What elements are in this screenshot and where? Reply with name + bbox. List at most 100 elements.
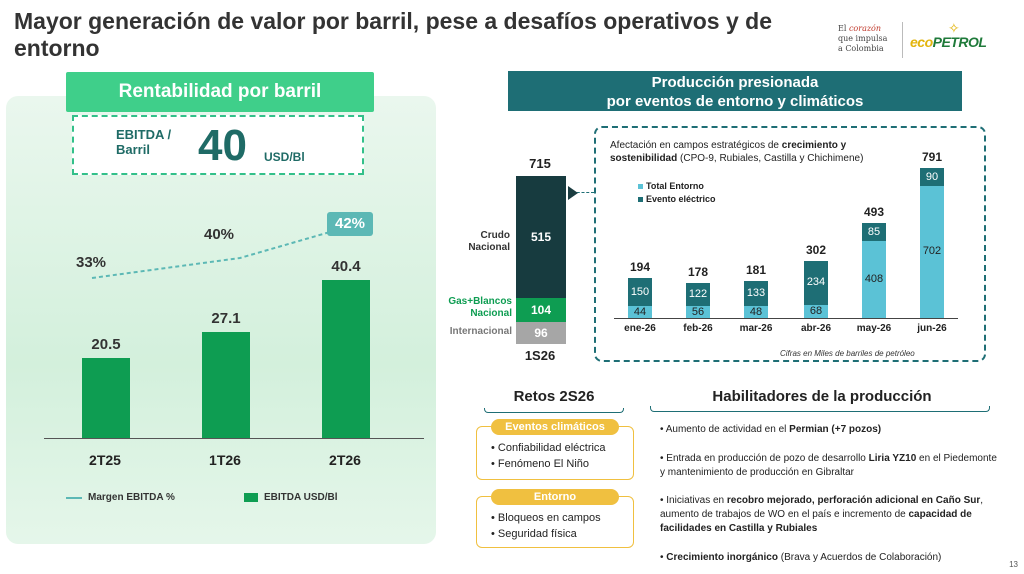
bar-total-abr-26: 302: [805, 243, 827, 258]
hab-bold: capacidad de facilidades en Castilla y R…: [660, 509, 972, 534]
monthly-impact-box: [594, 126, 986, 362]
reto-item-text: Bloqueos en campos: [497, 512, 601, 524]
logo-tagline: El corazón que impulsa a Colombia: [838, 24, 887, 54]
arrow-icon: [568, 186, 578, 200]
ebitda-label: EBITDA / Barril: [116, 127, 171, 157]
bar-total-entorno-mar-26: 48: [744, 306, 768, 318]
hab-bold: recobro mejorado, perforación adicional …: [726, 495, 981, 506]
ecopetrol-logo: El corazón que impulsa a Colombia ✧ ecoP…: [838, 20, 998, 66]
tagline-part: corazón: [848, 24, 882, 33]
legend-ebitda: EBITDA USD/Bl: [264, 492, 338, 503]
monthly-axis: [614, 318, 958, 319]
label-crudo: Crudo Nacional: [468, 230, 510, 253]
reto-head-entorno: Entorno: [491, 489, 619, 505]
stack-gas: 104: [516, 298, 566, 322]
ebitda-bar-2t25: [82, 358, 130, 438]
stack-internacional: 96: [516, 322, 566, 344]
margin-value-2t26: 42%: [327, 212, 373, 236]
connector-line: [572, 192, 594, 193]
legend-line-marker: [66, 497, 82, 499]
tagline-part: que impulsa: [838, 34, 888, 43]
ebitda-bar-value: 20.5: [91, 336, 121, 354]
page-title: Mayor generación de valor por barril, pe…: [14, 8, 772, 61]
reto-item: • Seguridad física: [491, 528, 577, 540]
reto-item: • Confiabilidad eléctrica: [491, 442, 606, 454]
habilitador-item: • Iniciativas en recobro mejorado, perfo…: [660, 495, 984, 534]
ebitda-label-line: Barril: [116, 142, 150, 157]
month-label-may-26: may-26: [856, 323, 892, 334]
legend-bar-marker: [244, 493, 258, 502]
label-gas: Gas+Blancos Nacional: [448, 296, 512, 319]
stack-category: 1S26: [524, 348, 556, 363]
retos-title: Retos 2S26: [513, 388, 595, 405]
month-label-jun-26: jun-26: [917, 323, 947, 334]
bar-total-may-26: 493: [863, 205, 885, 220]
desc-bold: crecimiento y sostenibilidad: [610, 140, 847, 164]
habilitadores-underline: [650, 406, 990, 412]
produccion-banner: Producción presionada por eventos de ent…: [508, 71, 962, 111]
legend-total: Total Entorno: [646, 181, 704, 191]
habilitador-item: • Entrada en producción de pozo de desar…: [660, 453, 997, 478]
bar-evento-electrico-jun-26: 90: [920, 168, 944, 187]
page-number: 13: [1009, 560, 1018, 569]
legend-total-marker: [638, 184, 643, 189]
bar-total-entorno-may-26: 408: [862, 241, 886, 318]
habilitador-item: • Aumento de actividad en el Permian (+7…: [660, 424, 882, 435]
reto-item-text: Fenómeno El Niño: [497, 458, 590, 470]
bar-total-entorno-ene-26: 44: [628, 306, 652, 318]
bar-total-jun-26: 791: [921, 150, 943, 165]
bar-total-entorno-jun-26: 702: [920, 186, 944, 318]
margin-value-2t25: 33%: [76, 254, 107, 271]
margin-ebitda-line: [91, 231, 331, 279]
stack-crudo: 515: [516, 176, 566, 298]
reto-box-climaticos: Eventos climáticos • Confiabilidad eléct…: [476, 419, 634, 480]
legend-event: Evento eléctrico: [646, 194, 716, 204]
hab-text: , aumento de trabajos de WO en el país e…: [660, 495, 984, 520]
month-label-ene-26: ene-26: [624, 323, 656, 334]
impact-description: Afectación en campos estratégicos de cre…: [610, 139, 910, 165]
bar-evento-electrico-ene-26: 150: [628, 277, 652, 306]
bar-total-feb-26: 178: [687, 265, 709, 280]
category-1t26: 1T26: [209, 452, 241, 468]
bar-evento-electrico-abr-26: 234: [804, 261, 828, 306]
ebitda-unit: USD/Bl: [264, 150, 305, 164]
hab-text: Iniciativas en: [666, 495, 727, 506]
month-label-feb-26: feb-26: [683, 323, 713, 334]
reto-item: • Fenómeno El Niño: [491, 458, 590, 470]
left-chart-axis: [44, 438, 424, 439]
habilitador-item: • Crecimiento inorgánico (Brava y Acuerd…: [660, 552, 942, 563]
reto-item-text: Confiabilidad eléctrica: [497, 442, 606, 454]
banner-line: por eventos de entorno y climáticos: [606, 93, 864, 110]
logo-wordmark: ecoPETROL: [910, 34, 987, 50]
desc-part: (CPO-9, Rubiales, Castilla y Chichimene): [677, 153, 864, 164]
month-label-abr-26: abr-26: [800, 323, 831, 334]
bar-total-entorno-abr-26: 68: [804, 305, 828, 318]
bar-evento-electrico-mar-26: 133: [744, 280, 768, 306]
reto-item: • Bloqueos en campos: [491, 512, 601, 524]
bar-total-ene-26: 194: [629, 259, 651, 274]
reto-item-text: Seguridad física: [497, 528, 577, 540]
category-2t25: 2T25: [89, 452, 121, 468]
bar-evento-electrico-may-26: 85: [862, 223, 886, 242]
stack-total: 715: [529, 156, 551, 171]
hab-text: (Brava y Acuerdos de Colaboración): [777, 552, 942, 563]
logo-divider: [902, 22, 903, 58]
habilitadores-title: Habilitadores de la producción: [712, 388, 932, 405]
desc-part: Afectación en campos estratégicos de: [610, 140, 782, 151]
bar-total-mar-26: 181: [745, 262, 767, 277]
ebitda-bar-1t26: [202, 332, 250, 438]
bar-evento-electrico-feb-26: 122: [686, 283, 710, 306]
legend-margin: Margen EBITDA %: [88, 492, 175, 503]
reto-head-climaticos: Eventos climáticos: [491, 419, 619, 435]
logo-word-a: eco: [910, 34, 933, 50]
rentabilidad-banner: Rentabilidad por barril: [66, 72, 374, 112]
hab-bold: Permian (+7 pozos): [789, 424, 882, 435]
retos-underline: [484, 408, 624, 413]
category-2t26: 2T26: [329, 452, 361, 468]
ebitda-value: 40: [198, 121, 247, 170]
ebitda-bar-2t26: [322, 280, 370, 438]
bar-total-entorno-feb-26: 56: [686, 306, 710, 318]
banner-line: Producción presionada: [651, 74, 819, 91]
hab-text: Entrada en producción de pozo de desarro…: [666, 453, 869, 464]
